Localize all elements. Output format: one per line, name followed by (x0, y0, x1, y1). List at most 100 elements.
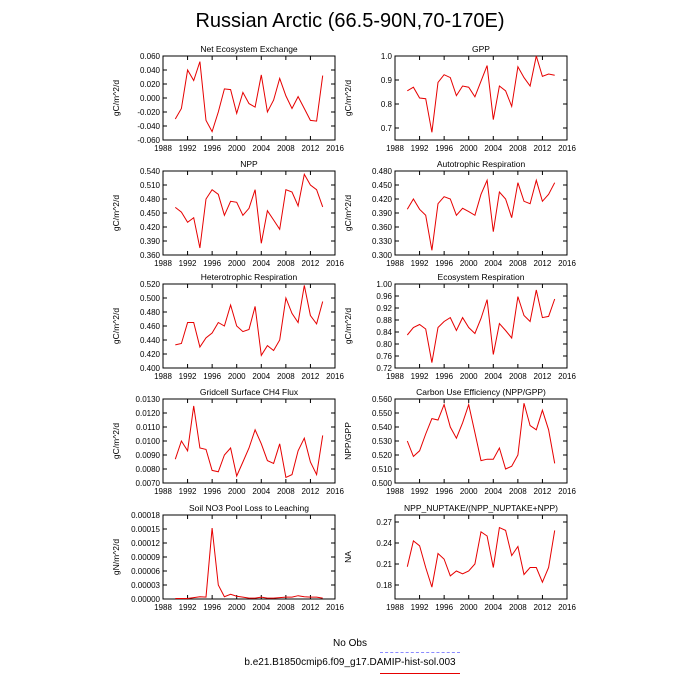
chart-panel-3: Autotrophic Respiration gC/m^2/d 0.300 0.33… (343, 159, 576, 268)
y-axis-label: gC/m^2/d (343, 308, 353, 344)
x-tick-label: 2012 (534, 259, 552, 268)
x-tick-label: 2000 (228, 603, 246, 612)
x-tick-label: 2016 (558, 487, 576, 496)
y-tick-label: 0.540 (140, 167, 161, 176)
x-tick-label: 2004 (252, 144, 270, 153)
plot-frame (394, 283, 568, 369)
x-tick-label: 2004 (484, 372, 502, 381)
chart-panel-1: GPP gC/m^2/d 0.7 0.8 0.9 1.0 1988 1992 1996 2000 2… (343, 44, 576, 153)
y-tick-label: 0.00018 (131, 511, 160, 520)
y-tick-label: 0.72 (376, 364, 392, 373)
y-tick-label: 0.560 (372, 395, 393, 404)
y-tick-label: 0.550 (372, 409, 393, 418)
y-tick-label: 0.0130 (136, 395, 161, 404)
y-tick-label: 0.360 (372, 223, 393, 232)
plot-frame (394, 55, 568, 141)
x-tick-label: 2000 (228, 372, 246, 381)
chart-panel-7: Carbon Use Efficiency (NPP/GPP) NPP/GPP 0.… (343, 387, 576, 496)
x-tick-label: 1996 (203, 372, 221, 381)
x-tick-label: 1988 (154, 259, 172, 268)
legend-label-no-obs: No Obs (333, 638, 367, 649)
x-tick-label: 1988 (154, 603, 172, 612)
panel-title: Soil NO3 Pool Loss to Leaching (189, 503, 309, 513)
series-line (406, 526, 556, 588)
series-line (174, 172, 324, 249)
x-tick-label: 2000 (460, 259, 478, 268)
y-axis-label: gC/m^2/d (111, 308, 121, 344)
x-tick-label: 1992 (179, 487, 197, 496)
x-tick-label: 2000 (460, 603, 478, 612)
x-tick-label: 2008 (509, 144, 527, 153)
panel-title: Ecosystem Respiration (438, 272, 525, 282)
series-line (174, 405, 324, 479)
y-tick-label: 0.390 (372, 209, 393, 218)
y-tick-label: 0.18 (376, 581, 392, 590)
x-tick-label: 2000 (460, 372, 478, 381)
x-tick-label: 2000 (460, 487, 478, 496)
y-axis-label: gN/m^2/d (111, 539, 121, 575)
x-tick-label: 2012 (534, 603, 552, 612)
panel-title: NPP (240, 159, 258, 169)
y-axis-label: gC/m^2/d (111, 80, 121, 116)
x-tick-label: 2008 (509, 603, 527, 612)
y-tick-label: 0.510 (372, 465, 393, 474)
y-tick-label: 0.0100 (136, 437, 161, 446)
chart-panel-6: Gridcell Surface CH4 Flux gC/m^2/d 0.0070 0… (111, 387, 344, 496)
y-tick-label: 0.460 (140, 322, 161, 331)
x-tick-label: 1996 (203, 259, 221, 268)
x-tick-label: 1992 (179, 603, 197, 612)
legend-label-model: b.e21.B1850cmip6.f09_g17.DAMIP-hist-sol.… (244, 657, 456, 668)
x-tick-label: 2012 (302, 372, 320, 381)
x-tick-label: 2004 (484, 487, 502, 496)
x-tick-label: 2008 (277, 259, 295, 268)
x-tick-label: 1992 (411, 487, 429, 496)
x-tick-label: 2012 (302, 603, 320, 612)
panel-title: GPP (472, 44, 490, 54)
y-tick-label: 0.060 (140, 52, 161, 61)
series-line (406, 402, 556, 470)
y-tick-label: 0.440 (140, 336, 161, 345)
x-tick-label: 1988 (154, 144, 172, 153)
plot-frame (394, 170, 568, 256)
chart-panel-0: Net Ecosystem Exchange gC/m^2/d -0.060 -0.0… (111, 44, 344, 153)
x-tick-label: 1988 (386, 259, 404, 268)
y-tick-label: 0.480 (372, 167, 393, 176)
y-tick-label: 0.0110 (136, 423, 160, 432)
y-tick-label: 0.0120 (136, 409, 161, 418)
x-tick-label: 2012 (302, 144, 320, 153)
x-tick-label: 2008 (509, 372, 527, 381)
y-tick-label: 0.00000 (131, 595, 160, 604)
y-axis-label: gC/m^2/d (111, 195, 121, 231)
y-tick-label: 1.00 (376, 280, 392, 289)
x-tick-label: 1992 (411, 144, 429, 153)
x-tick-label: 1988 (386, 603, 404, 612)
x-tick-label: 2012 (534, 487, 552, 496)
x-tick-label: 1996 (203, 603, 221, 612)
panel-title: Carbon Use Efficiency (NPP/GPP) (416, 387, 546, 397)
y-tick-label: 0.27 (376, 518, 392, 527)
x-tick-label: 2016 (326, 487, 344, 496)
plot-frame (162, 514, 336, 600)
x-tick-label: 2004 (252, 372, 270, 381)
y-tick-label: 0.96 (376, 292, 392, 301)
x-tick-label: 1996 (203, 144, 221, 153)
y-tick-label: 0.8 (381, 100, 393, 109)
y-tick-label: 0.00006 (131, 567, 160, 576)
y-tick-label: 0.7 (381, 124, 393, 133)
x-tick-label: 1992 (411, 603, 429, 612)
y-tick-label: 0.00009 (131, 553, 160, 562)
chart-panel-5: Ecosystem Respiration gC/m^2/d 0.72 0.76 0.8… (343, 272, 576, 381)
x-tick-label: 2008 (277, 144, 295, 153)
y-tick-label: 0.84 (376, 328, 392, 337)
x-tick-label: 2004 (484, 259, 502, 268)
y-tick-label: 0.80 (376, 340, 392, 349)
x-tick-label: 2008 (509, 487, 527, 496)
x-tick-label: 2000 (228, 259, 246, 268)
y-tick-label: 0.000 (140, 94, 161, 103)
y-tick-label: 0.500 (140, 294, 161, 303)
x-tick-label: 2016 (326, 603, 344, 612)
plot-frame (162, 283, 336, 369)
x-tick-label: 1988 (386, 487, 404, 496)
x-tick-label: 2012 (302, 259, 320, 268)
